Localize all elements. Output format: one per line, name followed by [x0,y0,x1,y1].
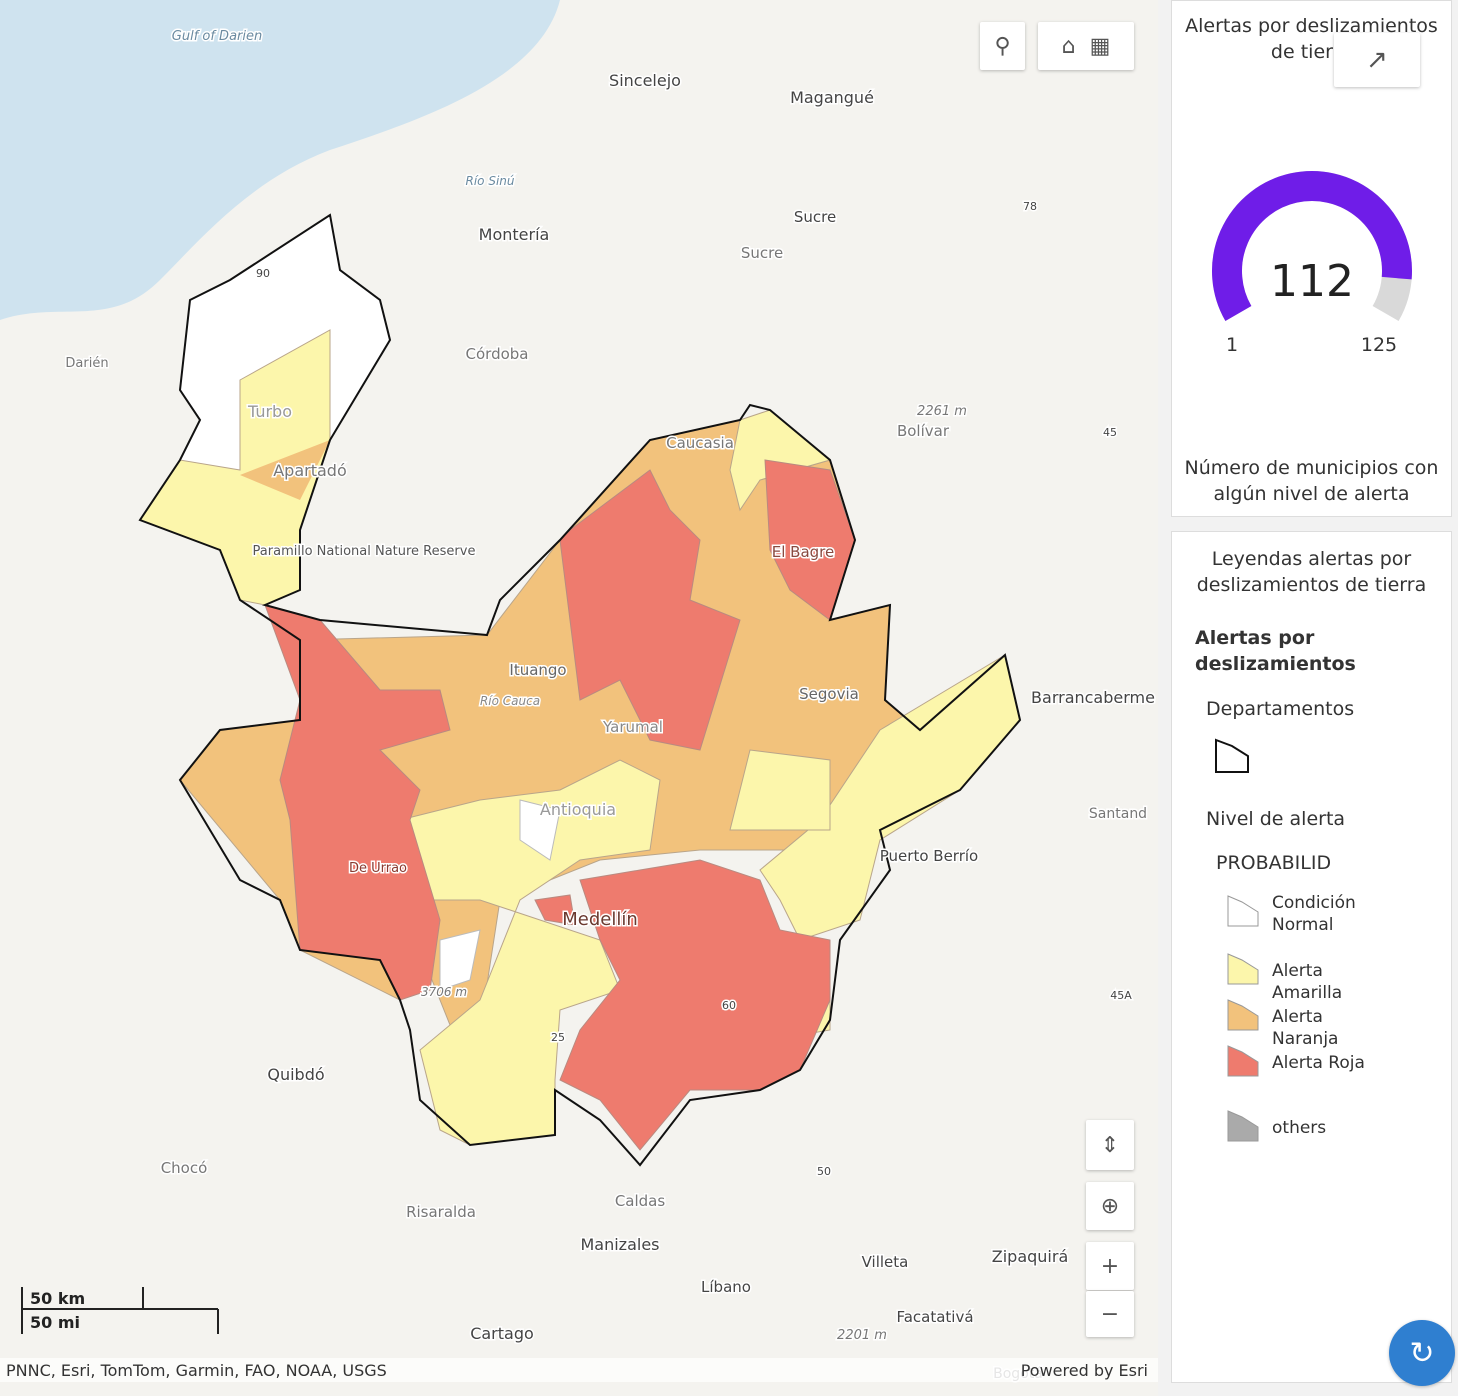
legend-subfield: PROBABILID [1216,852,1332,874]
attribution: PNNC, Esri, TomTom, Garmin, FAO, NOAA, U… [6,1361,387,1380]
legend-field: Nivel de alerta [1206,808,1346,830]
place-label: 2201 m [837,1328,887,1343]
place-label: Sucre [794,208,836,226]
place-label: Darién [65,356,108,371]
gauge-max: 125 [1361,334,1397,356]
legend-outline-symbol [1215,738,1249,773]
legend-panel: Leyendas alertas por deslizamientos de t… [1171,531,1452,1383]
place-label: Río Cauca [480,694,540,708]
attribution-bar [0,1358,1158,1382]
gauge-value-arc [1212,171,1412,321]
legend-swatch [1227,999,1259,1031]
legend-layer: Alertas por deslizamientos [1195,627,1356,675]
scale-label: 50 km [30,1289,85,1308]
place-label: Quibdó [267,1065,324,1084]
region-yellow [399,759,661,1146]
legend-label: Alerta Amarilla [1272,961,1343,1003]
place-label: Sincelejo [609,71,681,90]
place-label: Chocó [161,1159,208,1177]
gauge-title: Alertas por deslizamientos de tierra [1185,15,1438,63]
place-label: Puerto Berrío [880,847,978,865]
compass-button[interactable]: ⇕ [1086,1120,1134,1170]
place-label: El Bagre [772,543,834,561]
place-label: Villeta [862,1253,909,1271]
refresh-button[interactable]: ↻ [1389,1320,1455,1386]
legend-swatch [1227,953,1259,985]
place-label: 50 [817,1165,831,1178]
sea [0,0,560,320]
place-label: Montería [479,225,550,244]
region-red [264,604,451,1001]
legend-swatch-shape [1227,1110,1259,1142]
legend-swatch [1227,895,1259,927]
place-label: Líbano [701,1278,751,1296]
place-label: Facatativá [896,1308,973,1326]
place-label: Zipaquirá [992,1247,1069,1266]
place-label: Río Sinú [466,174,515,188]
place-label: Yarumal [602,718,663,736]
place-label: Gulf of Darien [172,29,262,44]
locate-button[interactable]: ⊕ [1086,1182,1134,1230]
place-label: Antioquia [540,800,616,819]
department-outline [138,213,1022,1167]
legend-swatch-shape [1227,999,1259,1031]
place-label: Ituango [509,661,566,679]
gauge-panel: Alertas por deslizamientos de tierra ↗ 1… [1171,0,1452,517]
home-button[interactable]: ⌂ ▦ [1038,22,1134,70]
legend-title: Leyendas alertas por deslizamientos de t… [1196,548,1427,596]
place-label: Turbo [247,402,292,421]
zoom-in-button[interactable]: + [1086,1242,1134,1290]
place-label: Medellín [562,909,638,930]
place-label: Paramillo National Nature Reserve [253,544,476,559]
gauge: 112 1 125 [1212,171,1412,356]
place-label: 90 [256,267,270,280]
place-label: Magangué [790,88,874,107]
region-red [559,469,741,751]
place-label: 78 [1023,200,1037,213]
place-label: Apartadó [273,461,347,480]
place-label: Barrancaberme [1031,688,1155,707]
legend-label: Condición Normal [1272,893,1356,935]
gauge-caption: Número de municipios con algún nivel de … [1184,457,1439,505]
gauge-min: 1 [1226,334,1238,356]
zoom-out-button[interactable]: − [1086,1291,1134,1337]
place-label: 2261 m [917,404,967,419]
place-label: 45 [1103,426,1117,439]
legend-label: Alerta Roja [1272,1053,1365,1073]
map[interactable]: Gulf of Darien Sincelejo Magangué Río Sinú S… [0,0,1158,1396]
region-red [534,859,831,1151]
place-label: Risaralda [406,1203,476,1221]
place-label: Caucasia [666,434,734,452]
expand-button[interactable]: ↗ [1334,33,1420,87]
scale-label: 50 mi [30,1313,80,1332]
place-label: 45A [1110,989,1132,1002]
legend-label: Alerta Naranja [1272,1007,1339,1049]
place-label: Caldas [615,1192,666,1210]
place-label: Cartago [470,1324,534,1343]
gauge-value: 112 [1270,256,1354,307]
legend-swatch [1227,1045,1259,1077]
place-label: Sucre [741,244,783,262]
legend-swatch-shape [1227,953,1259,985]
legend-swatch [1227,1110,1259,1142]
legend-swatch-shape [1227,895,1259,927]
place-label: Segovia [799,685,859,703]
map-canvas: Gulf of Darien Sincelejo Magangué Río Sinú S… [0,0,1158,1384]
legend-label: others [1272,1118,1327,1138]
region-normal [439,799,561,991]
region-yellow [139,329,331,606]
legend-swatch-shape [1227,1045,1259,1077]
place-label: De Urrao [349,861,407,876]
region-orange [240,440,330,500]
search-button[interactable]: ⚲ [980,22,1025,70]
place-label: Córdoba [466,345,529,363]
legend-sublayer: Departamentos [1206,698,1355,720]
place-label: 3706 m [421,985,467,999]
place-label: Santand [1089,806,1147,822]
place-label: 60 [722,999,736,1012]
powered-by[interactable]: Powered by Esri [1021,1361,1148,1380]
place-label: Manizales [580,1235,659,1254]
place-label: 25 [551,1031,565,1044]
place-label: Bolívar [897,422,950,440]
